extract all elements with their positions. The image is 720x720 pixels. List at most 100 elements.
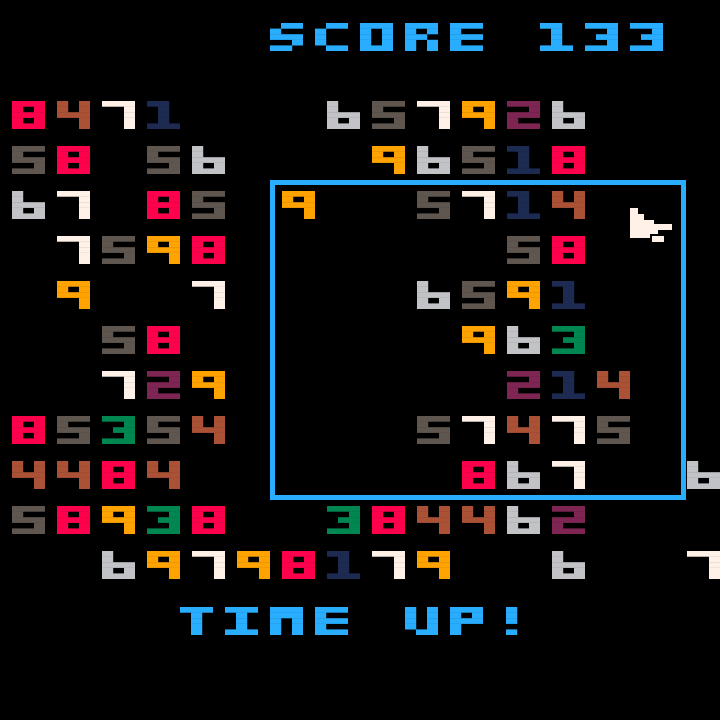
number-tile[interactable] [372, 551, 405, 579]
selection-box[interactable] [270, 180, 686, 500]
number-tile[interactable] [462, 506, 495, 534]
number-tile[interactable] [552, 326, 585, 354]
number-tile[interactable] [147, 146, 180, 174]
status-glyph [405, 607, 438, 635]
score-glyph [270, 23, 303, 51]
number-tile[interactable] [552, 461, 585, 489]
number-tile[interactable] [102, 461, 135, 489]
number-tile[interactable] [417, 146, 450, 174]
number-tile[interactable] [507, 371, 540, 399]
number-tile[interactable] [507, 326, 540, 354]
number-tile[interactable] [147, 506, 180, 534]
number-tile[interactable] [552, 371, 585, 399]
number-tile[interactable] [507, 146, 540, 174]
number-tile[interactable] [552, 416, 585, 444]
number-tile[interactable] [597, 371, 630, 399]
number-tile[interactable] [192, 146, 225, 174]
number-tile[interactable] [12, 191, 45, 219]
number-tile[interactable] [507, 236, 540, 264]
number-tile[interactable] [417, 191, 450, 219]
number-tile[interactable] [552, 101, 585, 129]
number-tile[interactable] [417, 281, 450, 309]
number-tile[interactable] [507, 416, 540, 444]
number-tile[interactable] [372, 146, 405, 174]
number-tile[interactable] [57, 236, 90, 264]
number-tile[interactable] [552, 506, 585, 534]
number-tile[interactable] [192, 416, 225, 444]
number-tile[interactable] [507, 281, 540, 309]
status-message: TIME UP! [0, 0, 1, 1]
number-tile[interactable] [282, 191, 315, 219]
number-tile[interactable] [147, 101, 180, 129]
number-tile[interactable] [687, 551, 720, 579]
number-tile[interactable] [192, 236, 225, 264]
number-tile[interactable] [552, 146, 585, 174]
number-tile[interactable] [462, 461, 495, 489]
number-tile[interactable] [417, 551, 450, 579]
number-tile[interactable] [147, 371, 180, 399]
number-tile[interactable] [147, 326, 180, 354]
number-tile[interactable] [192, 191, 225, 219]
number-tile[interactable] [192, 551, 225, 579]
number-tile[interactable] [282, 551, 315, 579]
number-tile[interactable] [327, 101, 360, 129]
number-tile[interactable] [552, 236, 585, 264]
number-tile[interactable] [597, 416, 630, 444]
number-tile[interactable] [552, 551, 585, 579]
status-glyph [450, 607, 483, 635]
number-tile[interactable] [552, 281, 585, 309]
number-tile[interactable] [102, 326, 135, 354]
number-tile[interactable] [507, 101, 540, 129]
number-tile[interactable] [462, 101, 495, 129]
number-tile[interactable] [57, 191, 90, 219]
number-tile[interactable] [147, 416, 180, 444]
number-tile[interactable] [12, 146, 45, 174]
number-tile[interactable] [417, 506, 450, 534]
number-tile[interactable] [57, 101, 90, 129]
number-tile[interactable] [462, 326, 495, 354]
number-tile[interactable] [102, 236, 135, 264]
number-tile[interactable] [147, 191, 180, 219]
number-tile[interactable] [147, 461, 180, 489]
number-tile[interactable] [372, 101, 405, 129]
number-tile[interactable] [462, 146, 495, 174]
score-label: SCORE [0, 0, 1, 1]
number-tile[interactable] [327, 551, 360, 579]
number-tile[interactable] [147, 236, 180, 264]
number-tile[interactable] [57, 506, 90, 534]
status-glyph [315, 607, 348, 635]
status-glyph [506, 607, 518, 635]
number-tile[interactable] [462, 191, 495, 219]
number-tile[interactable] [507, 461, 540, 489]
number-tile[interactable] [57, 461, 90, 489]
number-tile[interactable] [12, 461, 45, 489]
number-tile[interactable] [552, 191, 585, 219]
number-tile[interactable] [507, 506, 540, 534]
number-tile[interactable] [192, 371, 225, 399]
number-tile[interactable] [147, 551, 180, 579]
number-tile[interactable] [237, 551, 270, 579]
number-tile[interactable] [12, 506, 45, 534]
pointer-hand-icon [630, 208, 672, 242]
number-tile[interactable] [462, 281, 495, 309]
number-tile[interactable] [12, 416, 45, 444]
number-tile[interactable] [102, 551, 135, 579]
number-tile[interactable] [12, 101, 45, 129]
number-tile[interactable] [57, 416, 90, 444]
number-tile[interactable] [57, 146, 90, 174]
number-tile[interactable] [102, 506, 135, 534]
number-tile[interactable] [102, 371, 135, 399]
number-tile[interactable] [57, 281, 90, 309]
number-tile[interactable] [687, 461, 720, 489]
number-tile[interactable] [507, 191, 540, 219]
number-tile[interactable] [192, 506, 225, 534]
number-tile[interactable] [102, 101, 135, 129]
number-tile[interactable] [372, 506, 405, 534]
number-tile[interactable] [102, 416, 135, 444]
number-tile[interactable] [417, 101, 450, 129]
number-tile[interactable] [462, 416, 495, 444]
number-tile[interactable] [192, 281, 225, 309]
number-tile[interactable] [327, 506, 360, 534]
score-glyph [585, 23, 618, 51]
number-tile[interactable] [417, 416, 450, 444]
